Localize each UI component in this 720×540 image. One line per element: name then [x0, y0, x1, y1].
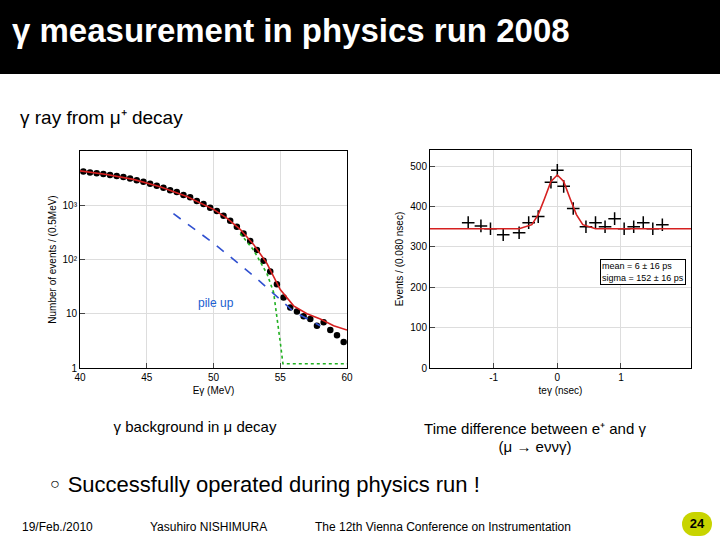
svg-text:0: 0	[555, 372, 561, 383]
html-text:The 12th Vienna Conference on: The 12th Vienna Conference on Instrument…	[315, 520, 571, 534]
svg-text:50: 50	[208, 372, 220, 383]
svg-text:300: 300	[410, 241, 427, 252]
html-text:γ background in μ decay: γ background in μ decay	[113, 418, 277, 435]
html-text:γ measurement in physics run 2: γ measurement in physics run 2008	[12, 12, 570, 49]
svg-text:pile up: pile up	[198, 296, 234, 310]
svg-text:Number of events / (0.5MeV): Number of events / (0.5MeV)	[47, 195, 58, 323]
svg-text:1: 1	[71, 363, 77, 374]
svg-text:Eγ (MeV): Eγ (MeV)	[193, 385, 235, 396]
svg-text:200: 200	[410, 282, 427, 293]
svg-text:400: 400	[410, 201, 427, 212]
html-text:Yasuhiro NISHIMURA: Yasuhiro NISHIMURA	[150, 520, 268, 534]
svg-text:10: 10	[66, 308, 78, 319]
svg-text:40: 40	[74, 372, 86, 383]
html-text:(μ → eννγ): (μ → eννγ)	[498, 438, 572, 455]
svg-text:teγ (nsec): teγ (nsec)	[539, 385, 583, 396]
html-text:19/Feb./2010: 19/Feb./2010	[22, 520, 93, 534]
svg-text:10³: 10³	[63, 200, 78, 211]
svg-text:mean = 6 ± 16 pssigma = 152 ±: mean = 6 ± 16 pssigma = 152 ± 16 ps	[602, 261, 684, 283]
svg-text:-1: -1	[489, 372, 498, 383]
svg-text:45: 45	[141, 372, 153, 383]
svg-text:Events / (0.080 nsec): Events / (0.080 nsec)	[394, 212, 405, 307]
svg-text:10²: 10²	[63, 254, 78, 265]
html-text:Successfully operated during p: Successfully operated during physics run…	[67, 472, 480, 497]
svg-text:0: 0	[421, 363, 427, 374]
svg-text:55: 55	[275, 372, 287, 383]
svg-text:60: 60	[341, 372, 353, 383]
html-text:γ ray from μ⁺ decay: γ ray from μ⁺ decay	[20, 107, 183, 128]
svg-text:500: 500	[410, 161, 427, 172]
html-text:24: 24	[689, 516, 705, 531]
svg-text:1: 1	[618, 372, 624, 383]
svg-text:100: 100	[410, 322, 427, 333]
html-text:Time difference between e⁺ and: Time difference between e⁺ and γ	[424, 420, 646, 437]
